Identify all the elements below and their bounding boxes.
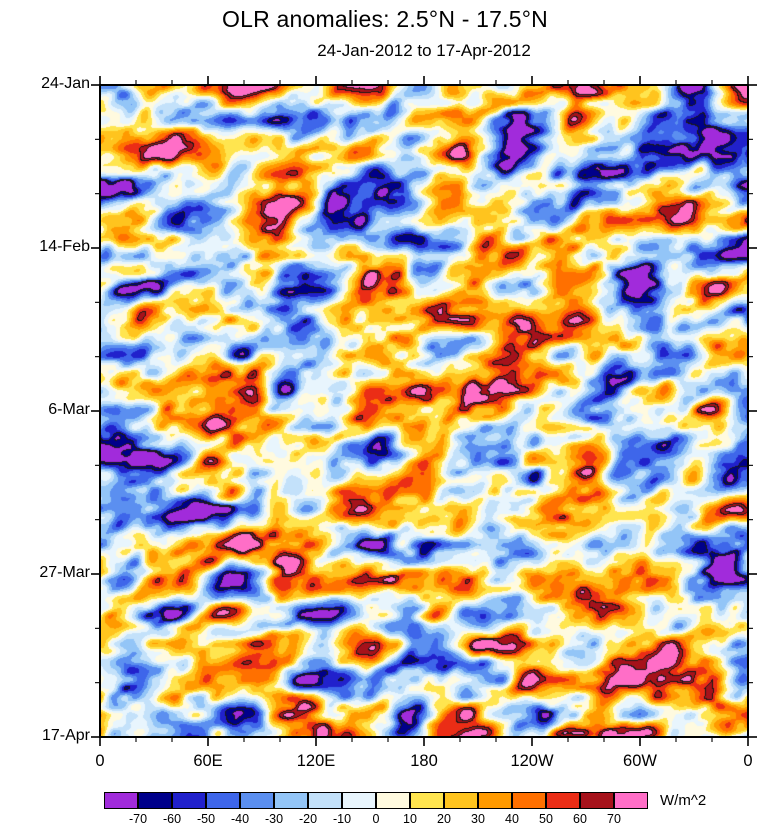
- colorbar-cell: [138, 792, 172, 809]
- colorbar-tick-label: -50: [196, 812, 216, 826]
- x-tick-label: 120W: [510, 752, 554, 770]
- colorbar-tick-label: 50: [539, 812, 553, 826]
- y-tick-label: 24-Jan: [41, 75, 90, 92]
- colorbar-cell: [172, 792, 206, 809]
- colorbar-cell: [274, 792, 308, 809]
- x-tick-label: 0: [743, 752, 753, 770]
- colorbar-tick-label: 0: [372, 812, 380, 826]
- colorbar-tick-label: -70: [128, 812, 148, 826]
- x-tick-label: 120E: [296, 752, 336, 770]
- chart-title: OLR anomalies: 2.5°N - 17.5°N: [222, 6, 548, 32]
- colorbar-cell: [580, 792, 614, 809]
- y-tick-label: 17-Apr: [41, 727, 90, 744]
- y-tick-label: 6-Mar: [48, 401, 90, 418]
- colorbar-tick-label: -40: [230, 812, 250, 826]
- chart-subtitle: 24-Jan-2012 to 17-Apr-2012: [317, 41, 531, 60]
- x-tick-label: 60E: [193, 752, 223, 770]
- colorbar-cell: [546, 792, 580, 809]
- x-tick-label: 60W: [623, 752, 657, 770]
- colorbar-cell: [410, 792, 444, 809]
- colorbar-tick-label: 30: [471, 812, 485, 826]
- colorbar-cell: [512, 792, 546, 809]
- colorbar-tick-label: -20: [298, 812, 318, 826]
- y-tick-label: 27-Mar: [39, 564, 90, 581]
- x-tick-label: 180: [410, 752, 438, 770]
- colorbar-tick-label: 60: [573, 812, 587, 826]
- x-tick-label: 0: [95, 752, 105, 770]
- colorbar-cell: [614, 792, 648, 809]
- colorbar-cell: [342, 792, 376, 809]
- colorbar-tick-label: -60: [162, 812, 182, 826]
- colorbar-unit-label: W/m^2: [660, 792, 707, 809]
- colorbar-cell: [444, 792, 478, 809]
- colorbar-cell: [240, 792, 274, 809]
- colorbar-cell: [308, 792, 342, 809]
- colorbar-tick-label: 70: [607, 812, 621, 826]
- colorbar-cell: [104, 792, 138, 809]
- colorbar-tick-label: 10: [403, 812, 417, 826]
- colorbar-tick-label: 20: [437, 812, 451, 826]
- colorbar-tick-label: 40: [505, 812, 519, 826]
- colorbar-cell: [376, 792, 410, 809]
- colorbar-tick-label: -30: [264, 812, 284, 826]
- colorbar-cell: [206, 792, 240, 809]
- contour-field-canvas: [100, 85, 748, 737]
- colorbar-cell: [478, 792, 512, 809]
- colorbar-tick-label: -10: [332, 812, 352, 826]
- y-tick-label: 14-Feb: [39, 238, 90, 255]
